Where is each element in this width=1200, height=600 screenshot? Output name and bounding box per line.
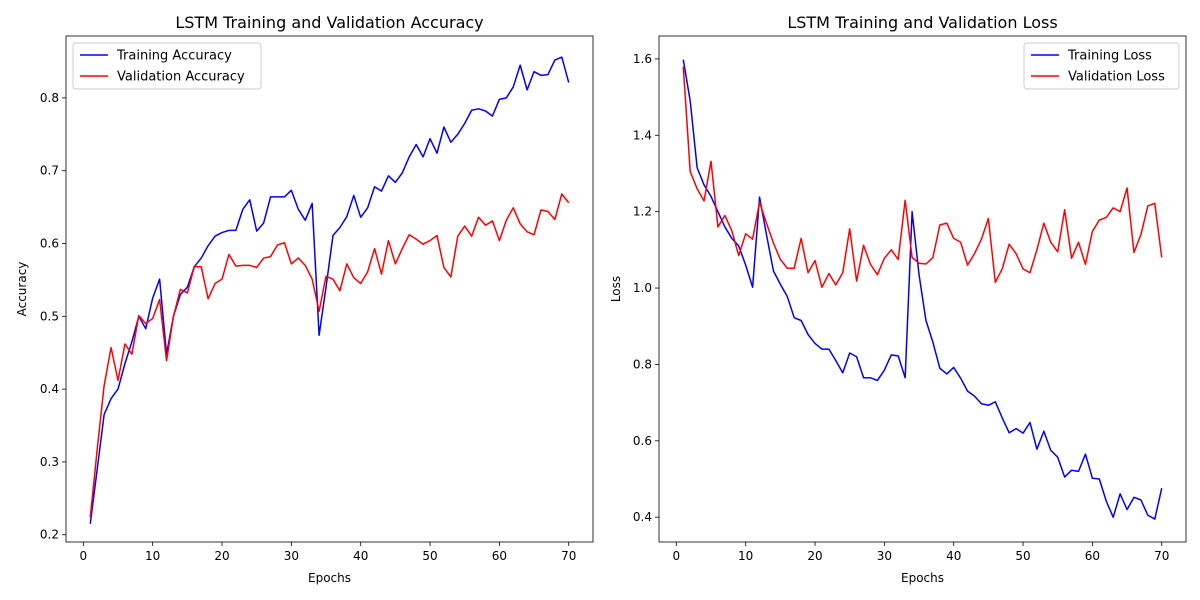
y-tick-label: 1.6 bbox=[633, 52, 652, 66]
y-tick-label: 0.7 bbox=[40, 164, 59, 178]
x-axis-label: Epochs bbox=[901, 571, 944, 585]
x-tick-label: 70 bbox=[1154, 549, 1169, 563]
x-tick-label: 40 bbox=[946, 549, 961, 563]
x-tick-label: 10 bbox=[738, 549, 753, 563]
x-tick-label: 30 bbox=[877, 549, 892, 563]
legend-label-0: Training Loss bbox=[1067, 49, 1152, 64]
legend-box bbox=[1023, 42, 1180, 90]
chart-title: LSTM Training and Validation Accuracy bbox=[175, 13, 483, 32]
x-tick-label: 20 bbox=[214, 549, 229, 563]
chart-title: LSTM Training and Validation Loss bbox=[787, 13, 1057, 32]
series-line-0 bbox=[682, 59, 1163, 520]
legend: Training Loss Validation Loss bbox=[1023, 42, 1180, 90]
loss-chart: LSTM Training and Validation Loss 0 10 20 30… bbox=[609, 13, 1187, 585]
y-tick-label: 0.6 bbox=[40, 236, 59, 250]
y-tick-label: 0.4 bbox=[40, 382, 59, 396]
y-tick-label: 0.4 bbox=[633, 510, 652, 524]
x-tick-label: 40 bbox=[353, 549, 368, 563]
x-tick-label: 60 bbox=[492, 549, 507, 563]
y-tick-label: 0.8 bbox=[633, 357, 652, 371]
legend: Training Accuracy Validation Accuracy bbox=[72, 42, 262, 90]
y-axis-label: Loss bbox=[609, 276, 623, 302]
x-tick-label: 50 bbox=[422, 549, 437, 563]
x-tick-label: 0 bbox=[673, 549, 681, 563]
x-tick-label: 0 bbox=[80, 549, 88, 563]
y-tick-label: 0.2 bbox=[40, 528, 59, 542]
x-tick-label: 30 bbox=[284, 549, 299, 563]
y-tick-label: 0.8 bbox=[40, 91, 59, 105]
legend-label-1: Validation Loss bbox=[1068, 70, 1165, 85]
x-tick-label: 60 bbox=[1085, 549, 1100, 563]
legend-label-1: Validation Accuracy bbox=[117, 70, 245, 85]
x-tick-label: 20 bbox=[807, 549, 822, 563]
legend-label-0: Training Accuracy bbox=[116, 49, 232, 64]
y-tick-label: 1.0 bbox=[633, 281, 652, 295]
x-tick-label: 70 bbox=[561, 549, 576, 563]
y-tick-label: 0.3 bbox=[40, 455, 59, 469]
y-tick-label: 0.5 bbox=[40, 309, 59, 323]
x-axis-label: Epochs bbox=[308, 571, 351, 585]
plot-frame bbox=[658, 35, 1187, 543]
x-tick-label: 50 bbox=[1015, 549, 1030, 563]
series-line-1 bbox=[682, 66, 1163, 289]
series-line-1 bbox=[89, 193, 570, 518]
x-tick-label: 10 bbox=[145, 549, 160, 563]
y-axis-label: Accuracy bbox=[15, 262, 29, 317]
series-line-0 bbox=[89, 56, 570, 524]
y-tick-label: 1.4 bbox=[633, 128, 652, 142]
y-tick-label: 1.2 bbox=[633, 205, 652, 219]
y-tick-label: 0.6 bbox=[633, 434, 652, 448]
plot-frame bbox=[65, 35, 594, 543]
accuracy-chart: LSTM Training and Validation Accuracy 0 10… bbox=[15, 13, 594, 585]
legend-box bbox=[72, 42, 262, 90]
